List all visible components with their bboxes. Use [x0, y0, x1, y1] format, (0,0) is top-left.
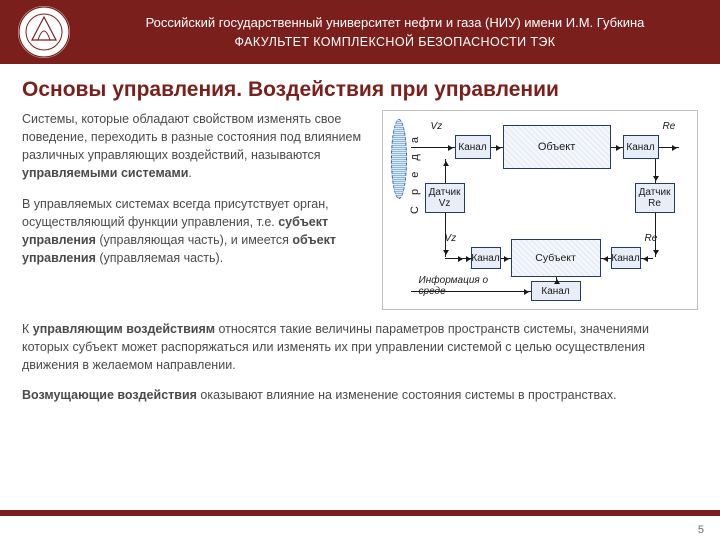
object-box: Объект	[503, 125, 611, 169]
header-bar: Российский государственный университет н…	[0, 0, 720, 64]
arrow-v	[655, 213, 656, 257]
info-label: Информация о среде	[419, 275, 489, 297]
arrow-h	[491, 147, 503, 148]
university-name: Российский государственный университет н…	[86, 15, 704, 32]
arrow-h	[411, 147, 455, 148]
kanal-box-bl: Канал	[471, 247, 501, 269]
kanal-box-right: Канал	[623, 135, 659, 159]
paragraph-1: Системы, которые обладают свойством изме…	[22, 110, 370, 183]
arrow-h	[601, 258, 611, 259]
arrow-h	[445, 258, 465, 259]
arrow-v	[445, 213, 446, 257]
vz-label-bottom: Vz	[445, 233, 457, 244]
datchik-vz-box: Датчик Vz	[425, 183, 465, 213]
footer-accent-bar	[0, 510, 720, 516]
kanal-box: Канал	[455, 135, 491, 159]
arrow-h	[641, 258, 653, 259]
paragraph-2: В управляемых системах всегда присутству…	[22, 195, 370, 268]
datchik-re-box: Датчик Re	[635, 183, 675, 213]
arrow-v	[556, 277, 557, 283]
faculty-name: ФАКУЛЬТЕТ КОМПЛЕКСНОЙ БЕЗОПАСНОСТИ ТЭК	[86, 35, 704, 49]
page-title: Основы управления. Воздействия при управ…	[22, 78, 698, 102]
arrow-v	[655, 159, 656, 183]
kanal-box-br: Канал	[611, 247, 641, 269]
paragraph-3: К управляющим воздействиям относятся так…	[22, 320, 698, 374]
environment-shape	[391, 119, 407, 199]
kanal-box-bottom: Канал	[531, 281, 581, 301]
re-label-top: Re	[663, 121, 676, 132]
arrow-h	[611, 147, 623, 148]
arrow-h	[501, 258, 511, 259]
page-number: 5	[698, 524, 704, 536]
paragraph-4: Возмущающие воздействия оказывают влияни…	[22, 386, 698, 404]
arrow-v	[445, 159, 446, 183]
vz-label-top: Vz	[431, 121, 443, 132]
arrow-h	[411, 291, 531, 292]
subject-box: Субъект	[511, 239, 601, 277]
arrow-h	[465, 258, 473, 259]
arrow-h	[659, 147, 679, 148]
university-logo	[16, 4, 72, 60]
lower-text: К управляющим воздействиям относятся так…	[0, 310, 720, 405]
control-system-diagram: С р е д а Канал Объект Канал Vz Re Датчи…	[382, 110, 698, 310]
environment-label: С р е д а	[409, 133, 421, 214]
intro-text-column: Системы, которые обладают свойством изме…	[22, 110, 370, 310]
